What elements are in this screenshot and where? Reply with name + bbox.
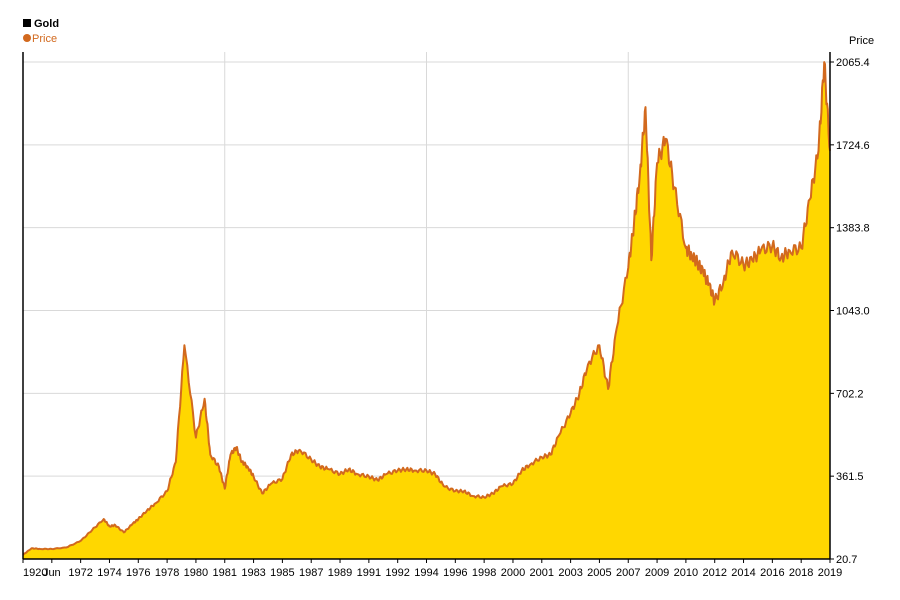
x-tick-label: 1992: [385, 567, 409, 579]
x-tick-label: 2014: [731, 567, 755, 579]
x-tick-label: 2001: [530, 567, 554, 579]
y-tick-labels: 20.7 361.5 702.2 1043.0 1383.8 1724.6 2065.4: [830, 57, 870, 566]
x-tick-label: 1998: [472, 567, 496, 579]
x-tick-label: 2010: [674, 567, 698, 579]
x-tick-label: 2012: [702, 567, 726, 579]
y-axis-title: Price: [849, 35, 874, 47]
x-tick-label: 2003: [558, 567, 582, 579]
x-tick-label: 2007: [616, 567, 640, 579]
x-tick-label: 2005: [587, 567, 611, 579]
y-tick-label: 2065.4: [836, 57, 870, 69]
price-line: [22, 61, 831, 556]
x-tick-label: 2018: [789, 567, 813, 579]
x-tick-label: 1974: [97, 567, 121, 579]
x-tick-label: 1980: [184, 567, 208, 579]
x-tick-label: 2016: [760, 567, 784, 579]
x-tick-label: 1994: [414, 567, 438, 579]
legend-series-label: Price: [32, 33, 57, 45]
x-tick-label: 1983: [241, 567, 265, 579]
y-tick-label: 1383.8: [836, 223, 870, 235]
x-tick-label: 2019: [818, 567, 842, 579]
price-area-fill: [23, 62, 830, 559]
x-tick-label: 1972: [68, 567, 92, 579]
series-area: [22, 61, 831, 559]
x-tick-label: 1996: [443, 567, 467, 579]
legend-price-swatch: [23, 34, 31, 42]
x-tick-label: 1989: [328, 567, 352, 579]
x-tick-label: 1991: [357, 567, 381, 579]
x-tick-label: Jun: [43, 567, 61, 579]
y-tick-label: 702.2: [836, 388, 864, 400]
legend-title: Gold: [34, 18, 59, 30]
x-tick-label: 2000: [501, 567, 525, 579]
x-tick-label: 2009: [645, 567, 669, 579]
y-tick-label: 20.7: [836, 554, 857, 566]
y-tick-label: 361.5: [836, 471, 864, 483]
x-tick-label: 1981: [213, 567, 237, 579]
y-tick-label: 1724.6: [836, 140, 870, 152]
x-tick-label: 1987: [299, 567, 323, 579]
x-tick-label: 1978: [155, 567, 179, 579]
x-tick-label: 1976: [126, 567, 150, 579]
x-tick-label: 1985: [270, 567, 294, 579]
legend-gold-swatch: [23, 19, 31, 27]
x-tick-label: 1920: [23, 567, 47, 579]
y-tick-label: 1043.0: [836, 306, 870, 318]
